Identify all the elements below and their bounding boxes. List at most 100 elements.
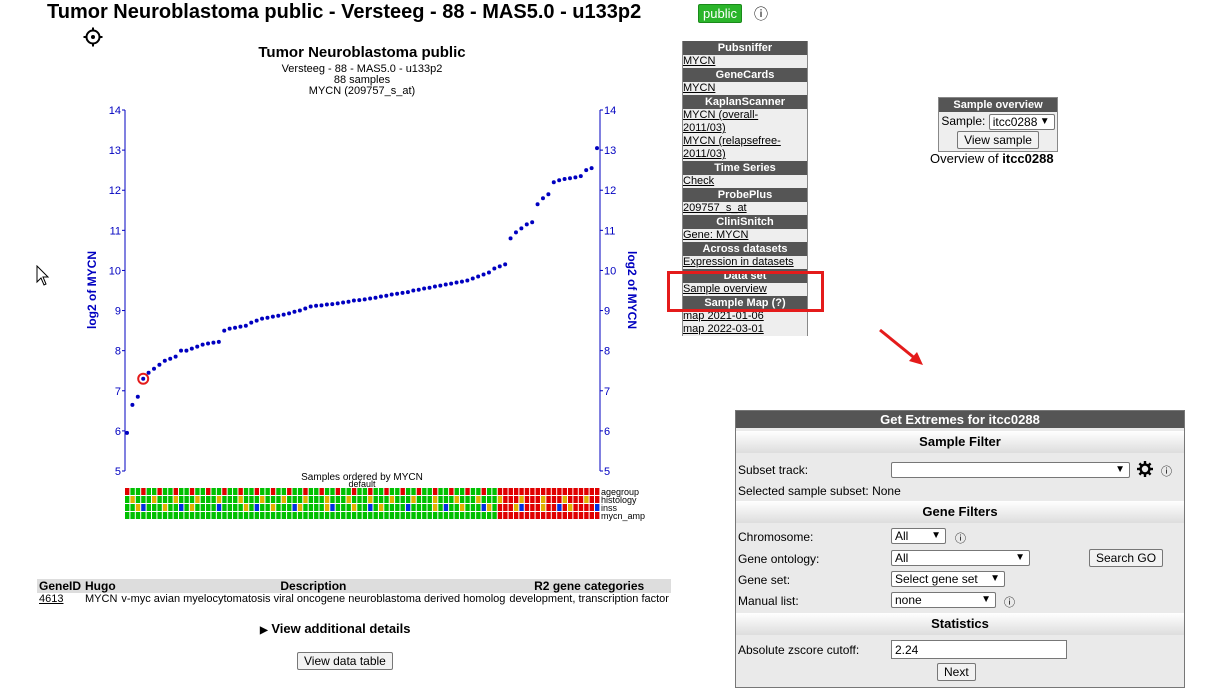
sidebar-link[interactable]: map 2021-01-06	[683, 310, 764, 322]
data-point[interactable]	[211, 340, 216, 345]
sidebar-link[interactable]: Expression in datasets	[683, 256, 794, 268]
data-point[interactable]	[535, 202, 540, 207]
data-point[interactable]	[546, 192, 551, 197]
info-icon[interactable]: ⓘ	[1161, 466, 1172, 478]
data-point[interactable]	[486, 270, 491, 275]
data-point[interactable]	[260, 316, 265, 321]
data-point[interactable]	[449, 281, 454, 286]
data-point[interactable]	[303, 306, 308, 311]
data-point[interactable]	[438, 283, 443, 288]
data-point[interactable]	[454, 280, 459, 285]
data-point[interactable]	[411, 288, 416, 293]
data-point[interactable]	[351, 298, 356, 303]
data-point[interactable]	[265, 315, 270, 320]
data-point[interactable]	[530, 220, 535, 225]
data-point[interactable]	[578, 174, 583, 179]
data-point[interactable]	[249, 320, 254, 325]
data-point[interactable]	[243, 323, 248, 328]
data-point[interactable]	[368, 296, 373, 301]
data-point[interactable]	[233, 325, 238, 330]
data-point[interactable]	[206, 341, 211, 346]
data-point[interactable]	[227, 326, 232, 331]
data-point[interactable]	[238, 324, 243, 329]
data-point[interactable]	[292, 309, 297, 314]
sidebar-link[interactable]: MYCN	[683, 55, 716, 67]
data-point[interactable]	[492, 266, 497, 271]
sample-select[interactable]: itcc0288 ▼	[988, 114, 1055, 130]
data-point[interactable]	[573, 175, 578, 180]
data-point[interactable]	[540, 196, 545, 201]
info-icon[interactable]: ⓘ	[955, 533, 966, 545]
data-point[interactable]	[389, 292, 394, 297]
gene-set-select[interactable]: Select gene set ▼	[891, 571, 1005, 587]
data-point[interactable]	[297, 308, 302, 313]
data-point[interactable]	[384, 293, 389, 298]
data-point[interactable]	[524, 222, 529, 227]
data-point[interactable]	[519, 226, 524, 231]
data-point[interactable]	[400, 290, 405, 295]
sidebar-link[interactable]: 2011/03)	[683, 148, 726, 160]
data-point[interactable]	[416, 287, 421, 292]
data-point[interactable]	[443, 282, 448, 287]
data-point[interactable]	[595, 146, 599, 151]
data-point[interactable]	[330, 302, 335, 307]
data-point[interactable]	[341, 300, 346, 305]
data-point[interactable]	[314, 303, 319, 308]
sidebar-link[interactable]: MYCN	[683, 82, 716, 94]
data-point[interactable]	[567, 176, 572, 181]
data-point[interactable]	[276, 313, 281, 318]
search-go-button[interactable]: Search GO	[1089, 549, 1164, 567]
highlighted-sample-marker[interactable]	[137, 372, 150, 385]
data-point[interactable]	[179, 348, 184, 353]
gear-icon[interactable]	[83, 27, 103, 47]
data-point[interactable]	[589, 166, 594, 171]
sidebar-link[interactable]: Sample overview	[683, 283, 767, 295]
data-point[interactable]	[195, 344, 200, 349]
view-data-table-button[interactable]: View data table	[297, 652, 393, 670]
sidebar-link[interactable]: MYCN (relapsefree-	[683, 135, 781, 147]
data-point[interactable]	[324, 302, 329, 307]
data-point[interactable]	[152, 366, 157, 371]
next-button[interactable]: Next	[937, 663, 976, 681]
geneid-link[interactable]: 4613	[39, 593, 64, 605]
data-point[interactable]	[254, 318, 259, 323]
sidebar-link[interactable]: MYCN (overall-	[683, 109, 759, 121]
data-point[interactable]	[173, 354, 178, 359]
data-point[interactable]	[497, 264, 502, 269]
chromosome-select[interactable]: All ▼	[891, 528, 946, 544]
data-point[interactable]	[422, 286, 427, 291]
data-point[interactable]	[476, 274, 481, 279]
data-point[interactable]	[395, 291, 400, 296]
info-icon[interactable]: ⓘ	[754, 6, 768, 22]
data-point[interactable]	[335, 301, 340, 306]
data-point[interactable]	[357, 298, 362, 303]
data-point[interactable]	[557, 178, 562, 183]
sidebar-link[interactable]: Check	[683, 175, 715, 187]
data-point[interactable]	[146, 370, 151, 375]
data-point[interactable]	[562, 176, 567, 181]
data-point[interactable]	[459, 279, 464, 284]
sidebar-link[interactable]: map 2022-03-01	[683, 323, 764, 335]
data-point[interactable]	[130, 402, 135, 407]
view-details-toggle[interactable]: ▶ View additional details	[260, 621, 411, 636]
data-point[interactable]	[373, 295, 378, 300]
data-point[interactable]	[168, 356, 173, 361]
sidebar-link[interactable]: 209757_s_at	[683, 202, 747, 214]
data-point[interactable]	[513, 230, 518, 235]
data-point[interactable]	[508, 236, 513, 241]
data-point[interactable]	[200, 342, 205, 347]
sidebar-link[interactable]: Gene: MYCN	[683, 229, 749, 241]
sidebar-link[interactable]: 2011/03)	[683, 122, 726, 134]
data-point[interactable]	[362, 297, 367, 302]
data-point[interactable]	[270, 314, 275, 319]
data-point[interactable]	[135, 394, 140, 399]
data-point[interactable]	[189, 346, 194, 351]
data-point[interactable]	[470, 276, 475, 281]
data-point[interactable]	[405, 290, 410, 295]
data-point[interactable]	[162, 358, 167, 363]
gene-ontology-select[interactable]: All ▼	[891, 550, 1030, 566]
data-point[interactable]	[378, 294, 383, 299]
manual-list-select[interactable]: none ▼	[891, 592, 996, 608]
data-point[interactable]	[503, 262, 508, 267]
subset-track-select[interactable]: ▼	[891, 462, 1130, 478]
